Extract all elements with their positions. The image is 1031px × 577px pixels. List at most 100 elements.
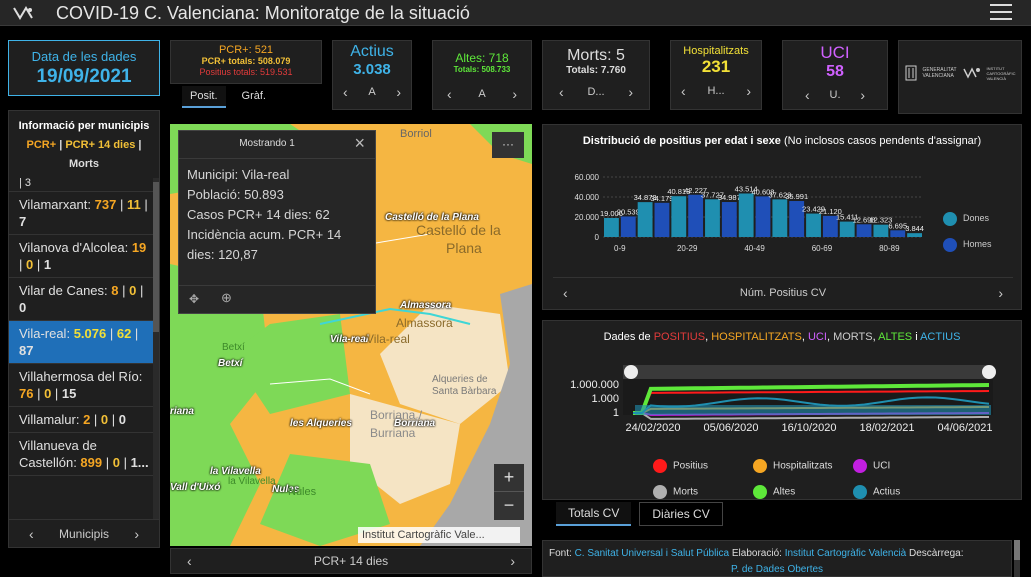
map-label: Betxí [218, 358, 243, 369]
map-nav-label: PCR+ 14 dies [313, 554, 389, 568]
positius-total: Positius totals: 519.531 [199, 67, 293, 77]
hosp-nav: ‹ H... › [671, 77, 761, 99]
more-options-button[interactable]: ··· [492, 132, 524, 158]
prev-icon[interactable]: ‹ [187, 553, 192, 569]
actius-nav-label: A [368, 86, 376, 98]
footer-scrollbar[interactable] [1014, 540, 1020, 577]
data-label: 40.608 [752, 187, 775, 196]
list-item-sep2: | [51, 386, 62, 401]
bar [688, 194, 704, 237]
elaboracio-link[interactable]: Institut Cartogràfic Valencià [784, 548, 907, 559]
tab-posit[interactable]: Posit. [182, 86, 226, 108]
list-item-a: 8 [111, 283, 119, 298]
title-part: MORTS [833, 331, 873, 343]
next-icon[interactable]: › [628, 84, 633, 100]
altes-card: Altes: 718 Totals: 508.733 ‹ A › [432, 40, 532, 110]
prev-icon[interactable]: ‹ [29, 525, 34, 542]
list-item[interactable]: Vilar de Canes: 8 | 0 | 0 [9, 278, 159, 321]
next-icon[interactable]: › [396, 84, 401, 100]
y-tick-label: 1 [613, 407, 619, 419]
map-label: Alqueries de [432, 374, 488, 385]
subtitle-morts: Morts [69, 158, 99, 170]
map-view[interactable]: Borriol Castelló de la Plana Castelló de… [170, 124, 532, 546]
download-link[interactable]: P. de Dades Obertes [730, 564, 824, 575]
legend-item[interactable]: Actius [853, 485, 900, 499]
municipality-sidebar: Informació per municipis PCR+ | PCR+ 14 … [8, 110, 160, 548]
map-label: Nules [288, 486, 317, 498]
next-icon[interactable]: › [860, 87, 865, 103]
list-item[interactable]: Villanueva de Castellón: 899 | 0 | 1... [9, 433, 159, 476]
hamburger-menu-icon[interactable] [990, 4, 1012, 22]
map-nav: ‹ PCR+ 14 dies › [170, 548, 532, 574]
age-chart-panel: Distribució de positius per edat i sexe … [542, 124, 1022, 310]
prev-icon[interactable]: ‹ [681, 83, 686, 99]
icv-logo-icon [962, 67, 980, 79]
map-label: Nules [272, 484, 300, 495]
list-item-b: 62 [116, 326, 132, 341]
list-item[interactable]: Vilanova d'Alcolea: 19 | 0 | 1 [9, 235, 159, 278]
popup-line: Municipi: Vila-real [187, 167, 290, 182]
legend-item[interactable]: UCI [853, 459, 890, 473]
next-icon[interactable]: › [134, 525, 139, 542]
prev-icon[interactable]: ‹ [805, 87, 810, 103]
next-icon[interactable]: › [510, 553, 515, 569]
altes-nav: ‹ A › [433, 74, 531, 102]
legend-item[interactable]: Morts [653, 485, 698, 499]
hosp-value: 231 [701, 57, 731, 76]
list-item-a: 737 [94, 197, 117, 212]
list-scrollbar[interactable] [153, 178, 159, 547]
prev-icon[interactable]: ‹ [559, 84, 564, 100]
tab-graf[interactable]: Gràf. [241, 90, 266, 102]
uci-value: 58 [826, 63, 844, 80]
coat-of-arms-icon [905, 65, 917, 81]
subtitle-pcr14: PCR+ 14 dies [65, 139, 136, 151]
legend-swatch-homes [943, 237, 957, 252]
legend-item[interactable]: Altes [753, 485, 795, 499]
legend-item[interactable]: Positius [653, 459, 708, 473]
altes-nav-label: A [478, 88, 486, 100]
actius-area [635, 405, 991, 415]
list-item[interactable]: Villamalur: 2 | 0 | 0 [9, 407, 159, 433]
list-item-name: Villahermosa del Río: [19, 369, 143, 384]
morts-card: Morts: 5 Totals: 7.760 ‹ D... › [542, 40, 650, 110]
hosp-label: Hospitalitzats [683, 45, 749, 57]
actius-label: Actius [350, 43, 394, 60]
map-label: Vall d'Uixó [170, 482, 221, 493]
list-item-b: 0 [100, 412, 109, 427]
morts-nav: ‹ D... › [543, 76, 649, 100]
bar [654, 202, 670, 237]
prev-icon[interactable]: ‹ [447, 86, 452, 102]
data-label: 12.323 [869, 216, 892, 225]
list-item[interactable]: Vila-real: 5.076 | 62 | 87 [9, 321, 159, 364]
municipality-list[interactable]: | 3 Vilamarxant: 737 | 11 | 7 Vilanova d'… [9, 178, 159, 547]
prev-icon[interactable]: ‹ [343, 84, 348, 100]
legend-item[interactable]: Hospitalitzats [753, 459, 832, 473]
pan-icon[interactable]: ✥ [189, 292, 200, 306]
popup-title: Mostrando 1 [239, 138, 295, 149]
legend-swatch [653, 485, 667, 499]
y-tick-label: 60.000 [575, 173, 600, 182]
list-item-sep2: | [108, 412, 119, 427]
close-icon[interactable]: × [354, 133, 365, 153]
actius-nav: ‹ A › [333, 78, 411, 100]
source-link[interactable]: C. Sanitat Universal i Salut Pública [574, 548, 730, 559]
x-tick-label: 18/02/2021 [859, 422, 914, 434]
zoom-in-button[interactable]: + [494, 464, 524, 492]
tab-diaries-cv[interactable]: Diàries CV [639, 502, 723, 526]
tab-totals-cv[interactable]: Totals CV [556, 502, 632, 526]
map-label: Borriol [400, 128, 432, 140]
legend-swatch [853, 459, 867, 473]
next-icon[interactable]: › [512, 86, 517, 102]
prev-icon[interactable]: ‹ [563, 284, 568, 301]
next-icon[interactable]: › [998, 284, 1003, 301]
footer-label: Descàrrega: [906, 548, 964, 559]
zoom-out-button[interactable]: − [494, 492, 524, 520]
list-item-sep1: | [33, 386, 45, 401]
footer-sources: Font: C. Sanitat Universal i Salut Públi… [542, 540, 1012, 577]
list-item[interactable]: Villahermosa del Río: 76 | 0 | 15 [9, 364, 159, 407]
timeline-chart: 1.000.000 1.000 1 24/02/2020 05/06/2020 16/10… [570, 365, 996, 434]
zoom-to-icon[interactable]: ⊕ [221, 290, 232, 305]
list-item[interactable]: Vilamarxant: 737 | 11 | 7 [9, 192, 159, 235]
timeline-tabs: Totals CV Diàries CV [556, 502, 723, 526]
next-icon[interactable]: › [746, 83, 751, 99]
